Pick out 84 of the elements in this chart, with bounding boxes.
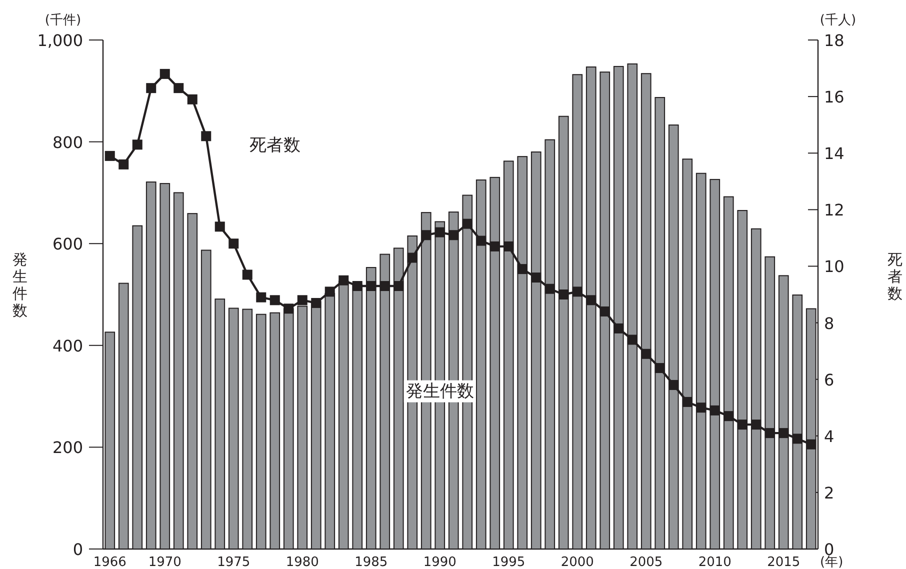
point: [284, 304, 294, 314]
x-tick-label: 2015: [767, 555, 800, 569]
series-label: 発生件数: [406, 381, 474, 402]
y-tick-label: 600: [52, 234, 83, 254]
point: [586, 295, 596, 306]
point: [724, 411, 734, 422]
y2-tick-label: 14: [824, 144, 844, 164]
point: [751, 420, 762, 430]
y2-axis-title: 死者数: [888, 250, 902, 302]
point: [187, 94, 198, 104]
y2-tick-label: 6: [824, 370, 834, 390]
y2-tick-label: 8: [824, 314, 834, 333]
point: [641, 348, 652, 359]
y2-tick-label: 4: [824, 426, 834, 446]
point: [462, 218, 472, 229]
x-tick-label: 1966: [93, 555, 126, 569]
x-tick-label: 1990: [423, 555, 456, 569]
point: [434, 227, 445, 238]
point: [352, 281, 362, 292]
point: [146, 83, 156, 94]
point: [696, 402, 706, 413]
point: [256, 292, 266, 302]
y2-tick-label: 18: [824, 31, 844, 50]
point: [600, 306, 610, 316]
point: [517, 264, 528, 274]
x-tick-label: 2005: [630, 555, 663, 569]
point: [366, 281, 376, 292]
y-tick-label: 200: [52, 438, 83, 458]
point: [654, 363, 665, 374]
y2-tick-label: 2: [824, 483, 834, 502]
x-tick-label: 1985: [354, 555, 388, 569]
point: [737, 420, 748, 430]
point: [490, 241, 500, 252]
y2-tick-label: 12: [824, 200, 844, 220]
point: [214, 222, 225, 232]
point: [174, 83, 184, 94]
point: [448, 230, 459, 240]
point: [668, 380, 679, 390]
point: [242, 270, 252, 280]
x-tick-label: 2000: [560, 555, 594, 569]
point: [270, 295, 280, 306]
point: [407, 252, 418, 263]
point: [614, 323, 624, 334]
point: [476, 236, 486, 246]
point: [544, 284, 555, 294]
point: [104, 150, 115, 161]
point: [311, 298, 322, 308]
point: [324, 286, 335, 297]
point: [572, 286, 582, 297]
x-tick-label: 1995: [492, 555, 526, 569]
point: [778, 428, 789, 438]
y-tick-label: 0: [72, 540, 83, 559]
x-tick-label: 2010: [698, 555, 732, 569]
y2-tick-label: 16: [824, 88, 844, 107]
y2-tick-label: 10: [824, 257, 844, 276]
point: [764, 428, 775, 438]
point: [710, 405, 720, 416]
point: [531, 272, 542, 283]
point: [338, 275, 349, 286]
point: [558, 290, 569, 300]
point: [297, 295, 308, 306]
point: [228, 238, 239, 249]
x-tick-label: 1970: [148, 555, 182, 569]
point: [160, 68, 170, 79]
point: [504, 241, 514, 252]
y-tick-label: 400: [52, 336, 83, 356]
point: [421, 230, 432, 240]
y-axis-title: 発生件数: [12, 250, 28, 320]
x-tick-label: 1980: [286, 555, 319, 569]
point: [132, 140, 142, 150]
point: [627, 334, 638, 345]
y-tick-label: 1,000: [37, 31, 83, 50]
text: (千人): [820, 13, 856, 28]
x-tick-label: 1975: [217, 555, 250, 569]
point: [394, 281, 404, 292]
point: [201, 131, 212, 142]
point: [118, 159, 129, 170]
text: (千件): [44, 13, 82, 28]
text: 死者数: [249, 135, 300, 156]
point: [682, 396, 692, 407]
y-tick-label: 800: [52, 132, 83, 152]
point: [380, 281, 390, 292]
point: [806, 439, 816, 450]
point: [792, 434, 802, 444]
